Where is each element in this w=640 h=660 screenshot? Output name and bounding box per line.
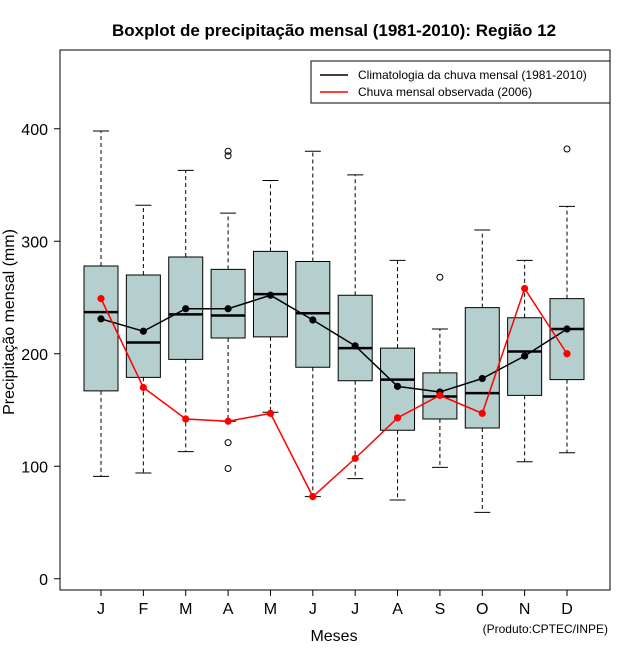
climatology-point [351,342,359,350]
climatology-point [97,315,105,323]
climatology-point [309,316,317,324]
x-tick-label: D [561,601,573,618]
outlier-point [224,465,232,472]
x-tick-label: O [476,601,488,618]
box-iqr [337,294,373,382]
box-6 [295,150,331,498]
x-tick-label: J [97,601,105,618]
y-tick-label: 200 [21,347,48,364]
observed-point [478,409,486,417]
outlier-point [224,152,232,160]
box-iqr [549,298,585,381]
plot-frame [59,49,611,591]
box-2 [125,204,161,474]
legend: Climatologia da chuva mensal (1981-2010)… [310,60,611,104]
climatology-point [563,325,571,333]
outlier-point [436,273,444,281]
box-12 [549,145,585,454]
observed-point [309,493,317,501]
observed-point [224,417,232,425]
x-tick-label: A [223,601,234,618]
outlier-point [224,439,232,447]
observed-point [266,409,275,417]
observed-line [100,286,568,498]
climatology-point [393,382,402,390]
chart-title: Boxplot de precipitação mensal (1981-201… [112,21,556,40]
box-iqr [83,265,119,392]
observed-point [393,414,402,422]
observed-point [563,350,571,358]
climatology-point [478,374,486,383]
x-tick-label: S [435,601,446,618]
y-axis-label: Precipitação mensal (mm) [1,229,18,415]
legend-climatology-label: Climatologia da chuva mensal (1981-2010) [358,68,587,82]
outlier-point [224,147,232,155]
box-iqr [210,268,246,339]
legend-box [310,60,611,104]
y-tick-label: 100 [21,459,48,476]
box-7 [337,174,373,480]
observed-point [521,284,529,293]
outlier-point [563,145,571,153]
x-tick-label: M [179,601,192,618]
climatology-line [100,294,568,393]
x-tick-label: N [519,601,531,618]
climatology-point [224,305,232,313]
box-1 [83,130,119,477]
observed-point [97,295,105,303]
climatology-point [521,352,529,360]
y-axis: 0 100 200 300 400 [21,122,60,589]
climatology-point [139,327,147,335]
x-axis-label: Meses [310,628,357,645]
observed-point [182,415,190,423]
climatology-point [266,291,275,299]
credit-text: (Produto:CPTEC/INPE) [483,622,608,636]
observed-point [351,454,359,462]
box-9 [422,273,458,468]
y-tick-label: 400 [21,122,48,139]
x-tick-label: F [138,601,148,618]
x-tick-label: A [392,601,403,618]
y-tick-label: 300 [21,234,48,251]
observed-point [139,383,147,392]
x-tick-label: J [351,601,359,618]
box-8 [380,259,416,501]
y-tick-label: 0 [39,572,48,589]
series-layer [97,284,571,501]
box-10 [464,229,500,513]
box-iqr [125,274,161,378]
x-tick-label: J [309,601,317,618]
boxes-layer [83,130,585,513]
observed-point [436,391,444,399]
legend-observed-label: Chuva mensal observada (2006) [358,85,532,99]
x-tick-label: M [264,601,277,618]
climatology-point [182,305,190,313]
box-4 [210,147,246,472]
